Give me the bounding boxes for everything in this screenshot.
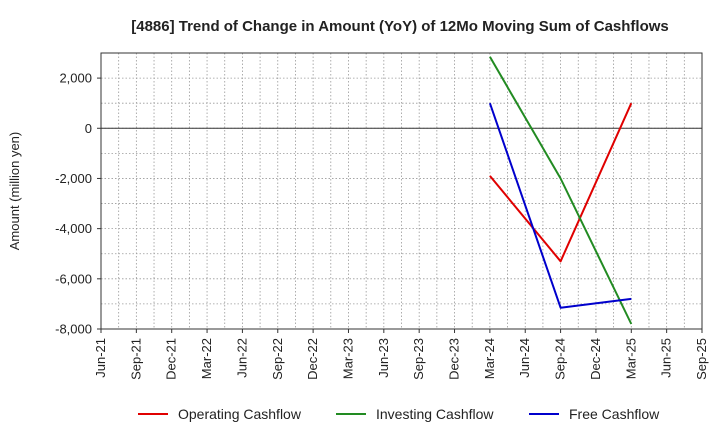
- y-tick-label: 0: [85, 121, 92, 136]
- x-tick-label: Jun-24: [517, 338, 532, 378]
- y-tick-label: -2,000: [55, 171, 92, 186]
- y-axis-label: Amount (million yen): [7, 132, 22, 251]
- series-line-investing-cashflow: [489, 56, 633, 325]
- series-line-free-cashflow: [488, 102, 632, 309]
- x-tick-label: Jun-23: [376, 338, 391, 378]
- y-tick-label: 2,000: [59, 71, 92, 86]
- plot-area-frame: [100, 52, 703, 330]
- legend-label-operating-cashflow: Operating Cashflow: [178, 406, 302, 422]
- x-tick-label: Sep-24: [553, 338, 568, 380]
- x-tick-label: Jun-21: [93, 338, 108, 378]
- y-tick-label: -4,000: [55, 221, 92, 236]
- series-lines: [488, 56, 633, 325]
- x-tick-label: Mar-23: [340, 338, 355, 379]
- x-tick-label: Dec-23: [447, 338, 462, 380]
- x-tick-label: Sep-23: [411, 338, 426, 380]
- x-tick-label: Dec-21: [164, 338, 179, 380]
- x-tick-label: Sep-25: [694, 338, 709, 380]
- x-tick-label: Mar-25: [623, 338, 638, 379]
- x-tick-label: Mar-22: [199, 338, 214, 379]
- chart-title: [4886] Trend of Change in Amount (YoY) o…: [131, 18, 669, 35]
- x-tick-label: Sep-22: [270, 338, 285, 380]
- x-tick-label: Sep-21: [128, 338, 143, 380]
- legend-label-free-cashflow: Free Cashflow: [569, 406, 660, 422]
- legend: Operating Cashflow Investing Cashflow Free…: [138, 406, 660, 422]
- x-tick-label: Jun-25: [659, 338, 674, 378]
- series-line-operating-cashflow: [489, 102, 633, 263]
- x-tick-label: Jun-22: [234, 338, 249, 378]
- x-tick-label: Dec-22: [305, 338, 320, 380]
- x-tick-label: Mar-24: [482, 338, 497, 379]
- legend-label-investing-cashflow: Investing Cashflow: [376, 406, 494, 422]
- x-tick-label: Dec-24: [588, 338, 603, 380]
- grid: [100, 52, 703, 330]
- y-tick-label: -6,000: [55, 271, 92, 286]
- y-tick-label: -8,000: [55, 322, 92, 337]
